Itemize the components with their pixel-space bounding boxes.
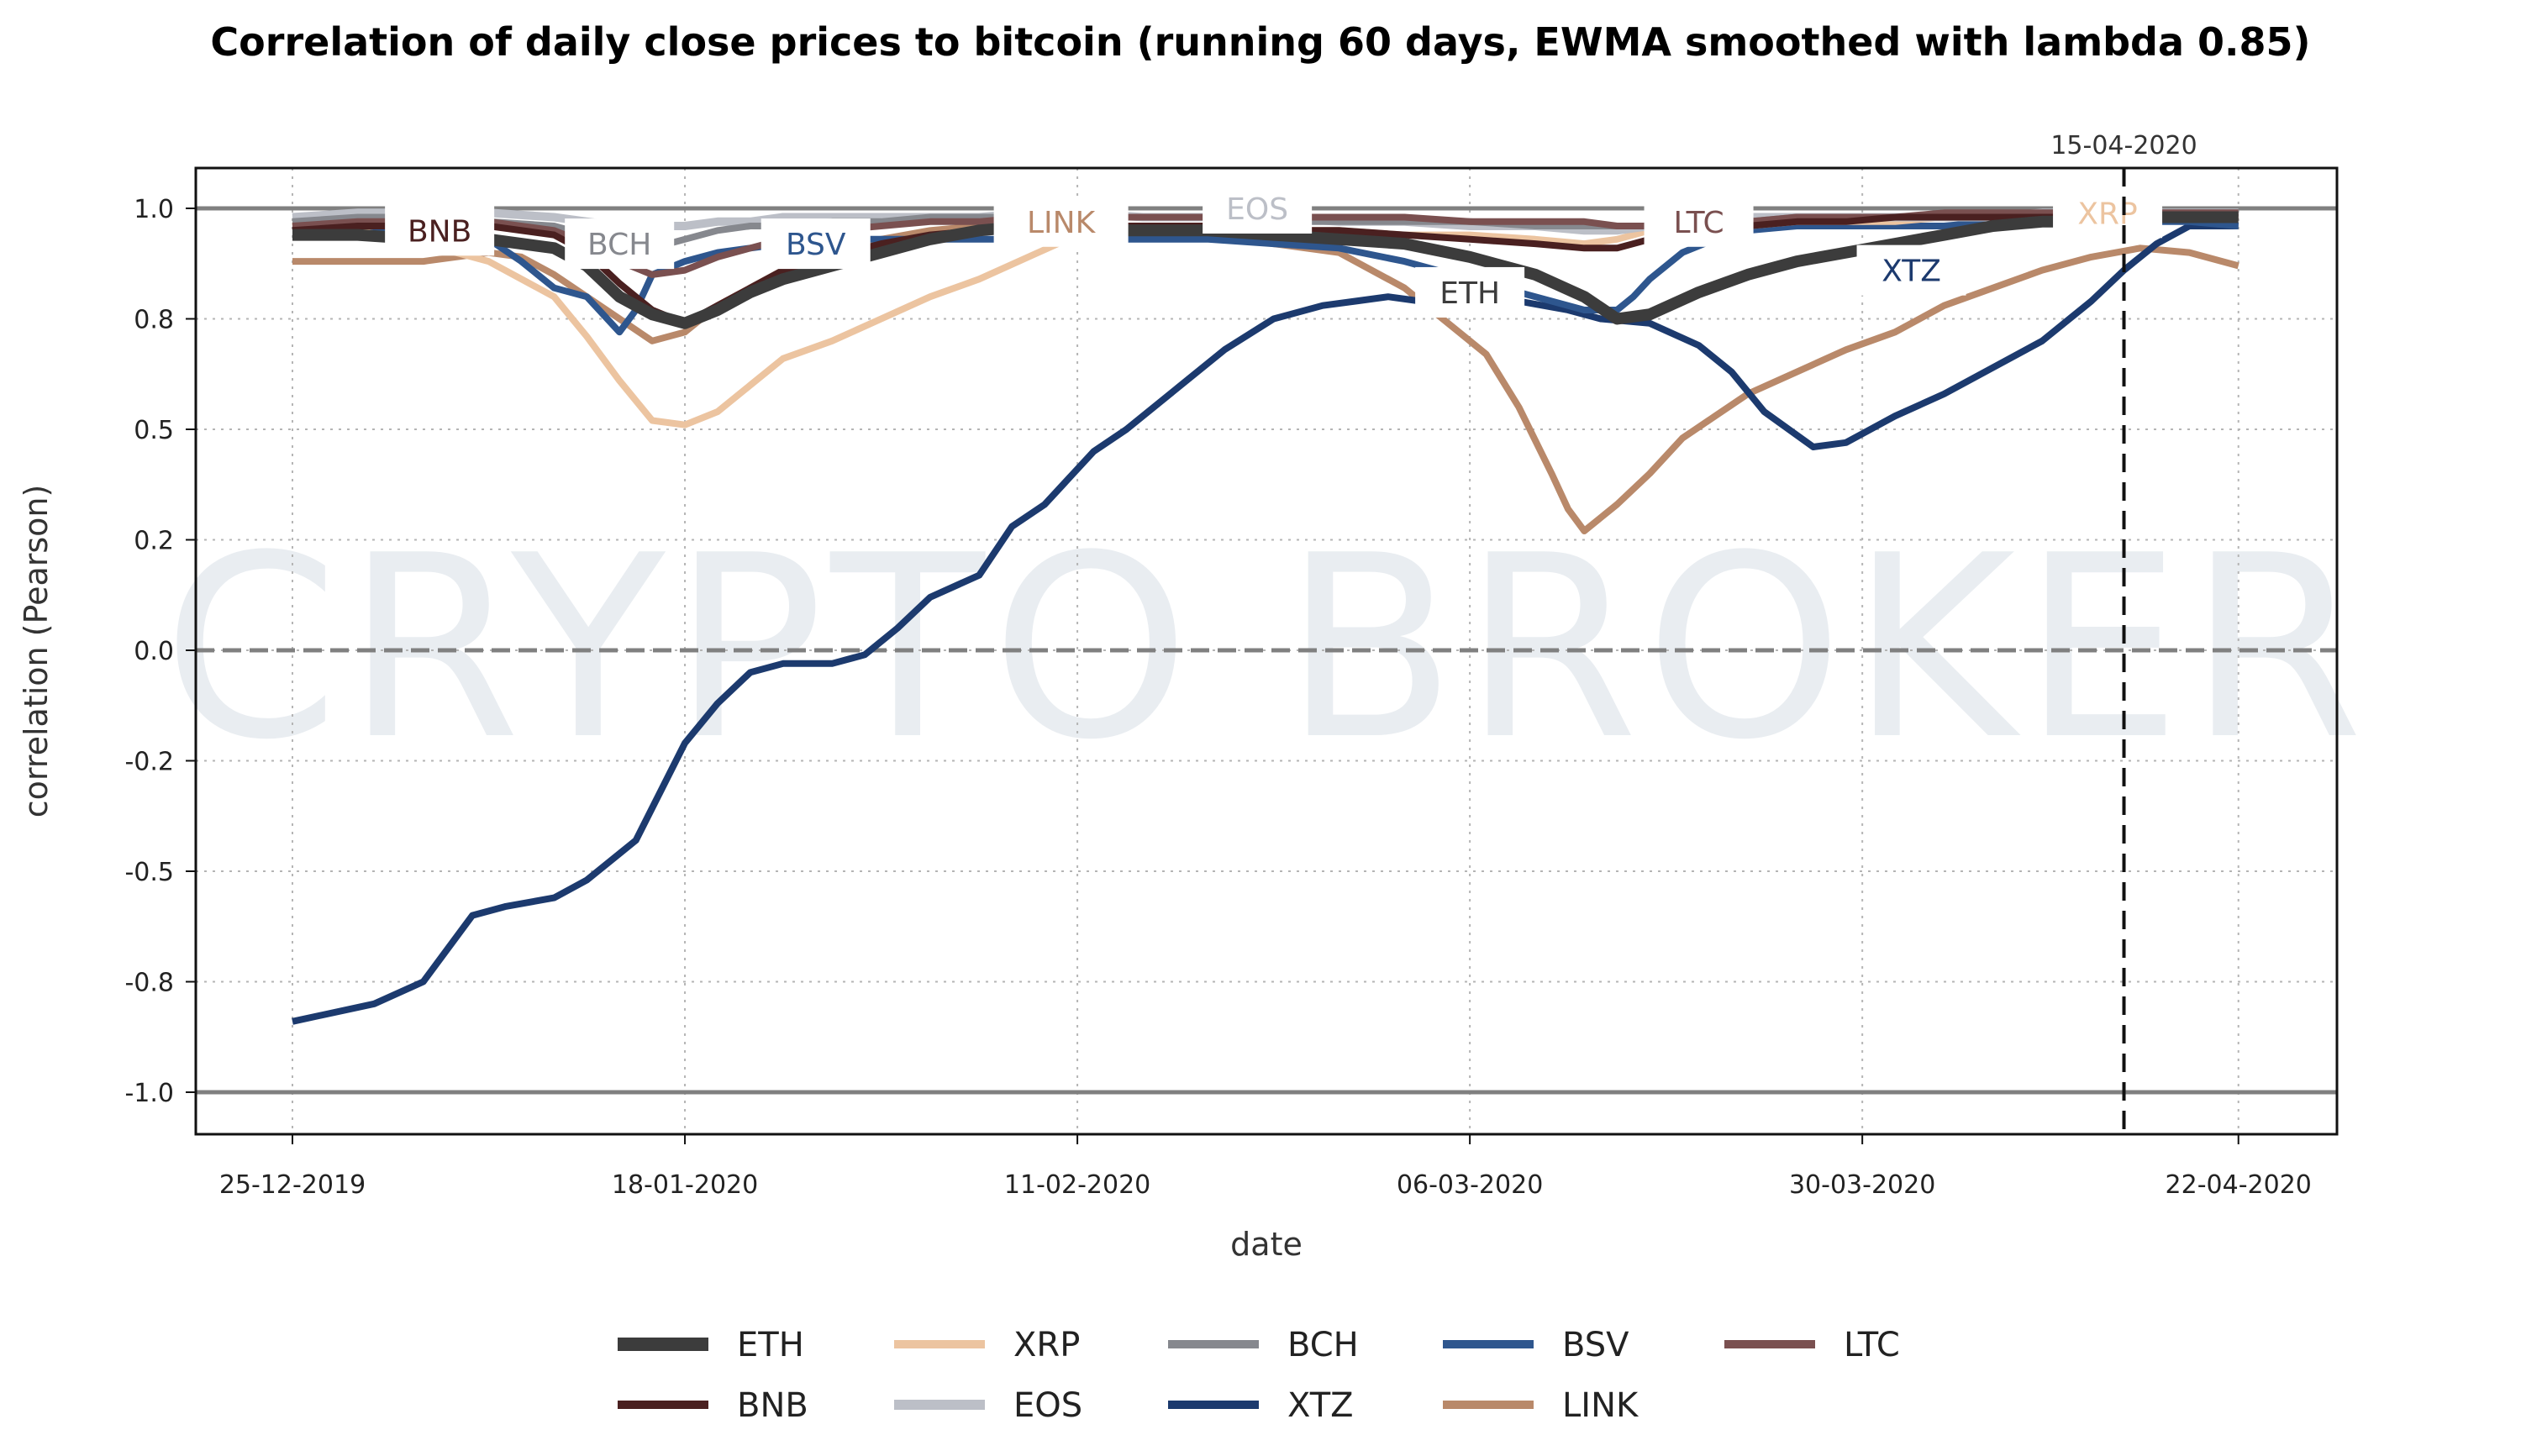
y-tick-label: 0.5: [134, 416, 174, 445]
series-line-link: [292, 223, 2239, 534]
y-tick-label: -0.8: [124, 969, 174, 998]
x-tick-label: 30-03-2020: [1789, 1170, 1935, 1200]
y-axis: 1.0 0.8 0.5 0.2 0.0 -0.2 -0.5 -0.8 -1.0: [124, 195, 196, 1108]
line-label-box: [565, 218, 675, 270]
legend-label-bsv: BSV: [1562, 1326, 1629, 1364]
line-label-bsv: BSV: [786, 228, 846, 262]
line-label-eos: EOS: [1226, 192, 1288, 227]
y-tick-label: 0.8: [134, 306, 174, 335]
x-tick-label: 22-04-2020: [2166, 1170, 2312, 1200]
y-tick-label: -1.0: [124, 1079, 174, 1108]
series-line-bsv: [292, 218, 2239, 336]
line-label-xtz: XTZ: [1882, 255, 1941, 289]
line-labels: ETH BNB XRP EOS BCH XTZ BSV LTC LINK: [385, 183, 2163, 318]
x-tick-label: 06-03-2020: [1397, 1170, 1543, 1200]
x-axis: 25-12-2019 18-01-2020 11-02-2020 06-03-2020…: [219, 1134, 2312, 1200]
line-label-box: [1203, 183, 1313, 234]
chart-title: Correlation of daily close prices to bit…: [210, 19, 2310, 65]
line-label-box: [2053, 187, 2163, 239]
y-tick-label: 0.2: [134, 527, 174, 556]
legend-label-bch: BCH: [1287, 1326, 1359, 1364]
y-tick-label: -0.5: [124, 858, 174, 887]
line-label-link: LINK: [1027, 206, 1097, 240]
vertical-marker: 15-04-2020: [2050, 131, 2197, 1134]
legend: ETH XRP BCH BSV LTC BNB EOS XTZ LINK: [618, 1326, 1900, 1425]
x-tick-label: 11-02-2020: [1004, 1170, 1150, 1200]
line-label-box: [1644, 196, 1754, 247]
legend-label-xrp: XRP: [1013, 1326, 1080, 1364]
line-label-box: [385, 205, 495, 256]
x-tick-label: 25-12-2019: [219, 1170, 366, 1200]
line-label-box: [993, 196, 1129, 247]
line-label-eth: ETH: [1439, 276, 1500, 311]
line-label-bnb: BNB: [408, 214, 471, 249]
legend-label-xtz: XTZ: [1287, 1386, 1354, 1425]
x-tick-label: 18-01-2020: [612, 1170, 758, 1200]
line-label-xrp: XRP: [2077, 197, 2137, 231]
y-tick-label: -0.2: [124, 748, 174, 777]
line-label-box: [761, 218, 871, 270]
line-label-box: [1415, 266, 1525, 318]
x-axis-label: date: [1230, 1226, 1303, 1263]
legend-label-link: LINK: [1562, 1386, 1639, 1425]
legend-label-ltc: LTC: [1844, 1326, 1900, 1364]
y-axis-label: correlation (Pearson): [18, 485, 55, 818]
legend-label-bnb: BNB: [737, 1386, 808, 1425]
series-line-xtz: [292, 223, 2239, 1025]
legend-label-eth: ETH: [737, 1326, 804, 1364]
y-tick-label: 0.0: [134, 637, 174, 666]
legend-label-eos: EOS: [1013, 1386, 1082, 1425]
vertical-marker-label: 15-04-2020: [2050, 131, 2197, 160]
line-label-ltc: LTC: [1673, 206, 1724, 240]
line-label-bch: BCH: [587, 228, 651, 262]
y-tick-label: 1.0: [134, 195, 174, 224]
line-label-box: [1856, 244, 1966, 296]
